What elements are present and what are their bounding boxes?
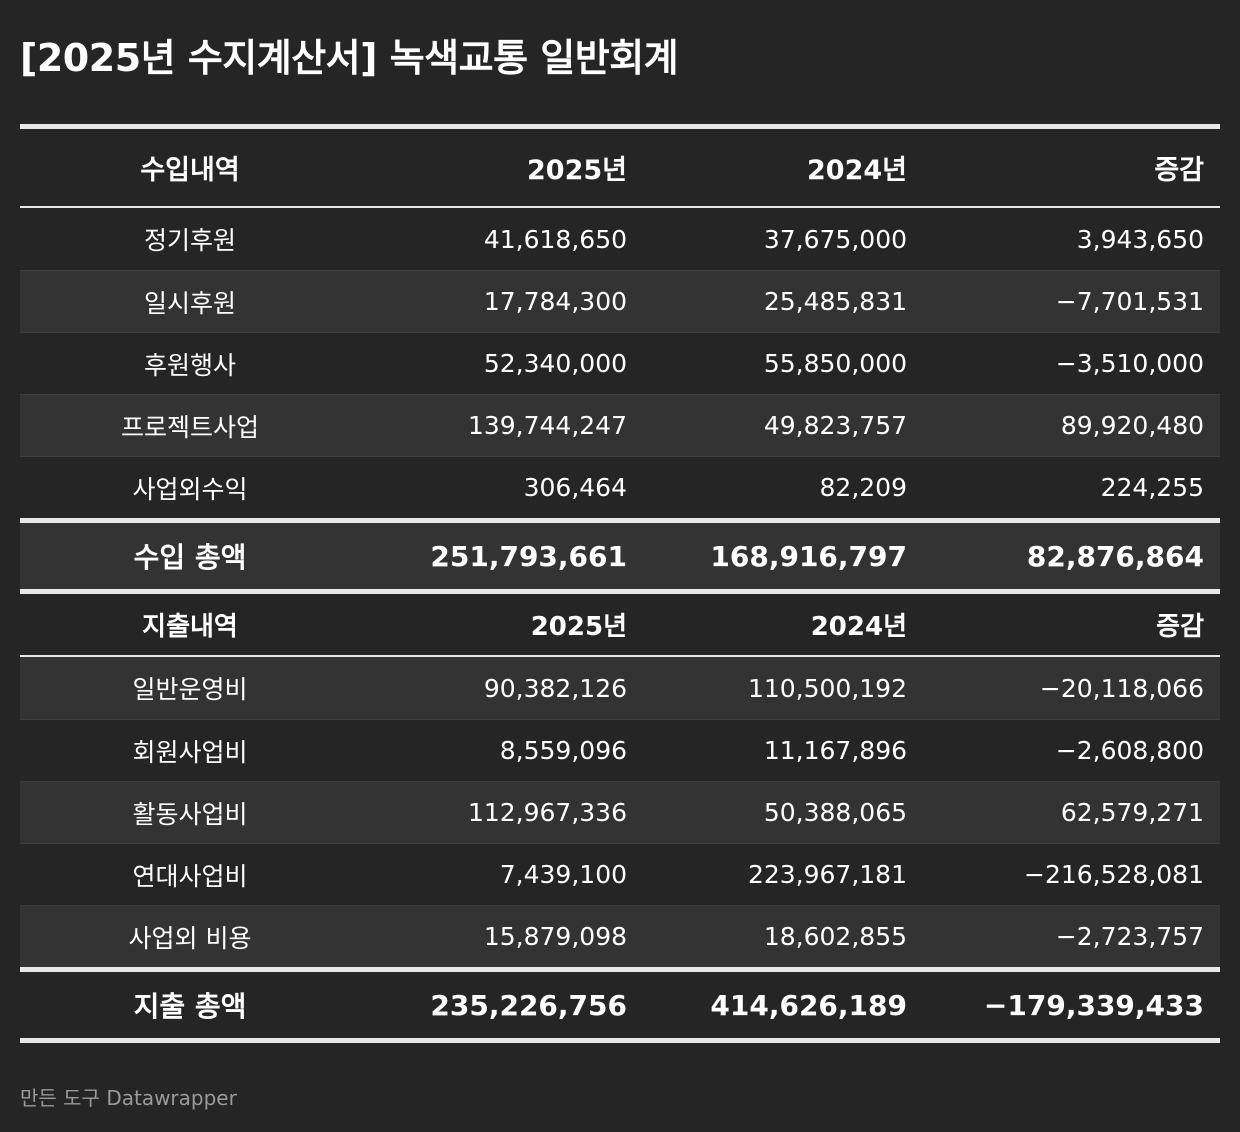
row-2024: 50,388,065 (763, 798, 907, 827)
row-2025: 90,382,126 (483, 673, 627, 703)
row-label: 일반운영비 (132, 675, 248, 704)
row-label: 회원사업비 (132, 737, 248, 767)
table-row: 연대사업비 7,439,100 223,967,181 −216,528,081 (20, 843, 1220, 905)
row-2024: 18,602,855 (763, 922, 907, 951)
income-header-rule (20, 206, 1220, 208)
expense-header-row: 지출내역 2025년 2024년 증감 (20, 594, 1220, 655)
row-2024: 110,500,192 (747, 673, 907, 703)
row-label: 사업외 비용 (128, 923, 252, 953)
income-total-2025: 251,793,661 (430, 539, 627, 573)
row-label: 정기후원 (143, 226, 236, 255)
row-2025: 8,559,096 (499, 736, 627, 765)
income-total-row: 수입 총액 251,793,661 168,916,797 82,876,864 (20, 523, 1220, 589)
table-row: 활동사업비 112,967,336 50,388,065 62,579,271 (20, 781, 1220, 843)
finance-table: 수입내역 2025년 2024년 증감 정기후원 41,618,650 37,6… (20, 124, 1220, 1043)
row-change: 62,579,271 (1060, 798, 1204, 827)
credit-footer: 만든 도구 Datawrapper (20, 1086, 237, 1110)
row-change: −2,723,757 (1055, 922, 1204, 951)
income-total-change: 82,876,864 (1026, 539, 1204, 573)
table-row: 일시후원 17,784,300 25,485,831 −7,701,531 (20, 270, 1220, 332)
row-2025: 306,464 (523, 473, 627, 502)
expense-total-2024: 414,626,189 (710, 988, 907, 1022)
income-header-label: 수입내역 (140, 155, 240, 186)
row-change: −3,510,000 (1055, 349, 1204, 378)
row-2024: 37,675,000 (763, 224, 907, 254)
row-label: 활동사업비 (132, 799, 248, 829)
row-2024: 55,850,000 (763, 349, 907, 378)
expense-total-row: 지출 총액 235,226,756 414,626,189 −179,339,4… (20, 972, 1220, 1038)
income-total-top-rule (20, 518, 1220, 523)
row-2025: 17,784,300 (483, 287, 627, 316)
table-row: 사업외 비용 15,879,098 18,602,855 −2,723,757 (20, 905, 1220, 967)
income-total-2024: 168,916,797 (710, 539, 907, 573)
row-change: −2,608,800 (1055, 736, 1204, 765)
income-header-2024: 2024년 (807, 155, 907, 186)
row-2025: 112,967,336 (467, 798, 627, 827)
section-divider-rule (20, 589, 1220, 594)
table-row: 사업외수익 306,464 82,209 224,255 (20, 456, 1220, 518)
row-label: 일시후원 (143, 288, 236, 318)
table-top-rule (20, 124, 1220, 129)
table-row: 정기후원 41,618,650 37,675,000 3,943,650 (20, 208, 1220, 270)
income-total-label: 수입 총액 (133, 541, 247, 574)
table-row: 후원행사 52,340,000 55,850,000 −3,510,000 (20, 332, 1220, 394)
row-2024: 49,823,757 (763, 411, 907, 440)
table-bottom-rule (20, 1038, 1220, 1043)
row-label: 연대사업비 (132, 861, 248, 891)
row-2025: 139,744,247 (467, 411, 627, 440)
row-2024: 11,167,896 (763, 736, 907, 765)
row-change: −7,701,531 (1055, 287, 1204, 316)
table-row: 일반운영비 90,382,126 110,500,192 −20,118,066 (20, 657, 1220, 719)
row-label: 후원행사 (143, 350, 236, 380)
row-change: −216,528,081 (1024, 860, 1204, 889)
expense-header-label: 지출내역 (142, 612, 238, 642)
income-header-change: 증감 (1154, 155, 1204, 186)
table-row: 프로젝트사업 139,744,247 49,823,757 89,920,480 (20, 394, 1220, 456)
expense-header-2025: 2025년 (530, 612, 627, 642)
row-2024: 82,209 (819, 473, 907, 502)
row-2025: 41,618,650 (483, 224, 627, 254)
row-2024: 25,485,831 (763, 287, 907, 316)
expense-header-rule (20, 655, 1220, 657)
row-2025: 52,340,000 (483, 349, 627, 378)
expense-total-2025: 235,226,756 (430, 988, 627, 1022)
row-2025: 7,439,100 (499, 860, 627, 889)
expense-total-label: 지출 총액 (133, 990, 247, 1023)
income-header-row: 수입내역 2025년 2024년 증감 (20, 129, 1220, 206)
income-header-2025: 2025년 (527, 155, 627, 186)
row-change: 3,943,650 (1076, 224, 1204, 254)
row-label: 프로젝트사업 (120, 412, 259, 442)
row-label: 사업외수익 (132, 474, 248, 504)
page-title: [2025년 수지계산서] 녹색교통 일반회계 (20, 36, 679, 80)
row-change: 89,920,480 (1060, 411, 1204, 440)
row-change: 224,255 (1100, 473, 1204, 502)
row-2024: 223,967,181 (747, 860, 907, 889)
expense-total-top-rule (20, 967, 1220, 972)
expense-total-change: −179,339,433 (983, 988, 1204, 1022)
table-row: 회원사업비 8,559,096 11,167,896 −2,608,800 (20, 719, 1220, 781)
expense-header-change: 증감 (1156, 612, 1204, 642)
expense-header-2024: 2024년 (810, 612, 907, 642)
row-2025: 15,879,098 (483, 922, 627, 951)
row-change: −20,118,066 (1039, 673, 1204, 703)
